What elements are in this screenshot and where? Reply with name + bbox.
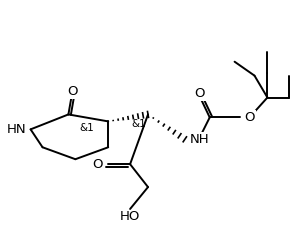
Text: O: O xyxy=(67,85,78,98)
Text: HO: HO xyxy=(120,210,140,223)
Text: NH: NH xyxy=(190,133,209,146)
Text: &1: &1 xyxy=(79,123,94,133)
Text: &1: &1 xyxy=(131,119,146,129)
Text: O: O xyxy=(93,158,103,171)
Text: O: O xyxy=(245,111,255,124)
Text: O: O xyxy=(194,87,205,100)
Text: HN: HN xyxy=(7,123,27,136)
